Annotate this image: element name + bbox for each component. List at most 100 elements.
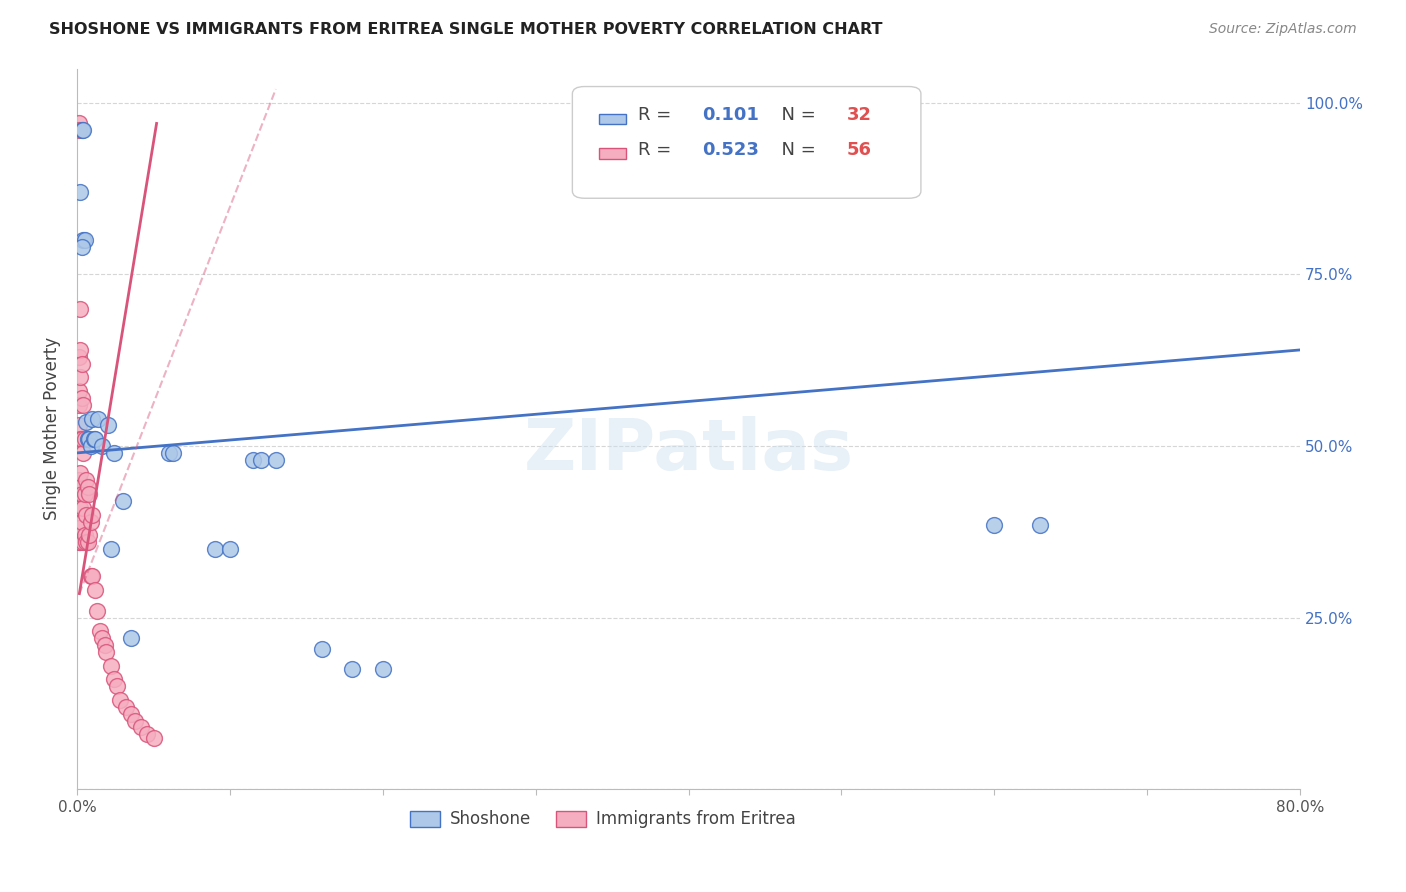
Point	[108, 693, 131, 707]
Point	[69, 500, 91, 515]
Text: Source: ZipAtlas.com: Source: ZipAtlas.com	[1209, 22, 1357, 37]
Point	[67, 116, 90, 130]
Point	[69, 343, 91, 357]
Point	[70, 515, 93, 529]
FancyBboxPatch shape	[599, 113, 626, 124]
Point	[82, 411, 104, 425]
Point	[69, 301, 91, 316]
Point	[76, 535, 98, 549]
Point	[67, 480, 90, 494]
Point	[89, 624, 111, 639]
Point	[72, 233, 94, 247]
Point	[87, 411, 110, 425]
Point	[97, 418, 120, 433]
Text: R =: R =	[638, 141, 678, 159]
Point	[219, 541, 242, 556]
Point	[69, 370, 91, 384]
Text: 0.101: 0.101	[702, 106, 759, 124]
Point	[69, 432, 91, 446]
Text: N =: N =	[770, 106, 823, 124]
Text: R =: R =	[638, 106, 678, 124]
Point	[371, 662, 394, 676]
Point	[72, 123, 94, 137]
Point	[84, 432, 107, 446]
Point	[72, 535, 94, 549]
Text: 32: 32	[846, 106, 872, 124]
Point	[1029, 518, 1052, 533]
Point	[80, 439, 103, 453]
Point	[79, 528, 101, 542]
Point	[70, 487, 93, 501]
Point	[72, 500, 94, 515]
Point	[67, 384, 90, 398]
Point	[73, 233, 96, 247]
Point	[103, 446, 125, 460]
Point	[90, 439, 112, 453]
Point	[72, 398, 94, 412]
Point	[342, 662, 364, 676]
Point	[67, 398, 90, 412]
Point	[79, 487, 101, 501]
Point	[82, 508, 104, 522]
Point	[73, 432, 96, 446]
Point	[100, 658, 122, 673]
Point	[67, 418, 90, 433]
Point	[67, 521, 90, 535]
Text: ZIPatlas: ZIPatlas	[523, 416, 853, 485]
Point	[162, 446, 184, 460]
Point	[129, 721, 152, 735]
Point	[69, 467, 91, 481]
Point	[86, 604, 108, 618]
Text: 56: 56	[846, 141, 872, 159]
Text: N =: N =	[770, 141, 823, 159]
Point	[120, 706, 142, 721]
Point	[75, 415, 97, 429]
Point	[82, 569, 104, 583]
Point	[204, 541, 226, 556]
Point	[157, 446, 180, 460]
Point	[124, 714, 146, 728]
Point	[67, 123, 90, 137]
Point	[142, 731, 165, 745]
Point	[80, 515, 103, 529]
Point	[70, 391, 93, 405]
Point	[136, 727, 159, 741]
Point	[73, 487, 96, 501]
Point	[67, 350, 90, 364]
Point	[70, 123, 93, 137]
Point	[70, 240, 93, 254]
Point	[73, 528, 96, 542]
Text: 0.523: 0.523	[702, 141, 759, 159]
Point	[115, 699, 138, 714]
Point	[100, 541, 122, 556]
Text: SHOSHONE VS IMMIGRANTS FROM ERITREA SINGLE MOTHER POVERTY CORRELATION CHART: SHOSHONE VS IMMIGRANTS FROM ERITREA SING…	[49, 22, 883, 37]
Point	[79, 432, 101, 446]
Point	[90, 631, 112, 645]
Point	[67, 535, 90, 549]
Point	[249, 452, 271, 467]
Point	[93, 638, 115, 652]
Point	[83, 432, 105, 446]
Point	[69, 185, 91, 199]
Legend: Shoshone, Immigrants from Eritrea: Shoshone, Immigrants from Eritrea	[404, 804, 803, 835]
FancyBboxPatch shape	[599, 148, 626, 159]
Point	[75, 508, 97, 522]
Point	[242, 452, 264, 467]
Point	[69, 535, 91, 549]
Point	[70, 357, 93, 371]
Point	[311, 641, 333, 656]
Point	[76, 432, 98, 446]
Point	[983, 518, 1005, 533]
Point	[105, 679, 128, 693]
Point	[103, 673, 125, 687]
Point	[94, 645, 117, 659]
Point	[75, 474, 97, 488]
Point	[76, 480, 98, 494]
Point	[111, 494, 134, 508]
Point	[70, 432, 93, 446]
Point	[67, 474, 90, 488]
Point	[80, 569, 103, 583]
FancyBboxPatch shape	[572, 87, 921, 198]
Y-axis label: Single Mother Poverty: Single Mother Poverty	[44, 337, 60, 520]
Point	[120, 631, 142, 645]
